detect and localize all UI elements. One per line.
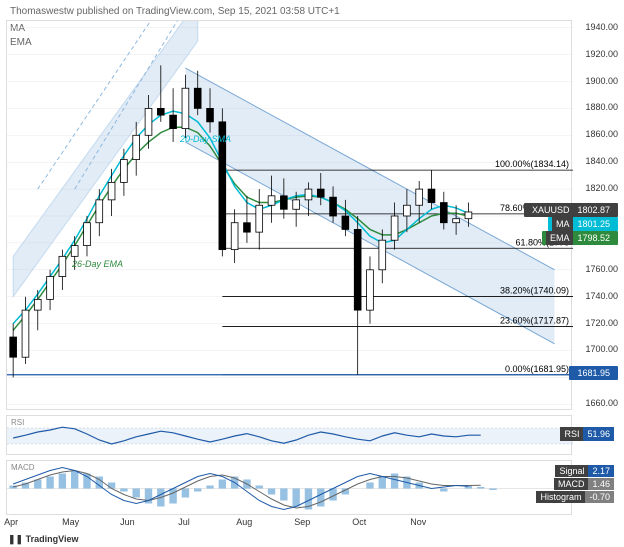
- publish-info: Thomaswestw published on TradingView.com…: [10, 6, 340, 17]
- badge-label: XAUUSD: [528, 203, 574, 217]
- y-tick: 1900.00: [574, 76, 618, 86]
- rsi-svg: [7, 416, 573, 456]
- x-axis: Apr May Jun Jul Aug Sep Oct Nov: [6, 517, 572, 529]
- y-tick: 1660.00: [574, 398, 618, 408]
- x-tick: Nov: [410, 517, 426, 527]
- macd-badge-value: 1.46: [588, 478, 614, 490]
- footer-text: TradingView: [26, 534, 79, 544]
- macd-badge-label: Signal: [555, 465, 588, 477]
- rsi-badge-value: 51.96: [583, 427, 614, 441]
- svg-text:100.00%(1834.14): 100.00%(1834.14): [495, 159, 569, 169]
- tv-logo-icon: ❚❚: [8, 534, 23, 544]
- x-tick: Jun: [120, 517, 135, 527]
- svg-text:0.00%(1681.95): 0.00%(1681.95): [505, 364, 569, 374]
- badge-value: 1798.52: [573, 231, 614, 245]
- footer-logo: ❚❚ TradingView: [8, 534, 78, 545]
- macd-badge-value: -0.70: [585, 491, 614, 503]
- macd-panel[interactable]: MACD: [6, 460, 572, 515]
- rsi-badge-label: RSI: [560, 427, 583, 441]
- macd-badge-value: 2.17: [588, 465, 614, 477]
- badge-value: 1801.25: [573, 217, 614, 231]
- badge-value: 1802.87: [573, 203, 614, 217]
- y-tick: 1740.00: [574, 291, 618, 301]
- badge-ma: MA1801.25: [548, 217, 618, 231]
- badge-fib0: 1681.95: [569, 366, 618, 380]
- badge-label: MA: [552, 217, 574, 231]
- svg-text:23.60%(1717.87): 23.60%(1717.87): [500, 315, 569, 325]
- y-tick: 1720.00: [574, 318, 618, 328]
- y-tick: 1920.00: [574, 49, 618, 59]
- y-tick: 1880.00: [574, 102, 618, 112]
- price-chart-svg: 100.00%(1834.14)78.60%(1801.57)61.80%(17…: [7, 21, 573, 411]
- y-tick: 1700.00: [574, 344, 618, 354]
- badge-label: EMA: [546, 231, 574, 245]
- y-tick: 1860.00: [574, 129, 618, 139]
- x-tick: Oct: [352, 517, 366, 527]
- macd-badge-label: MACD: [554, 478, 589, 490]
- rsi-badge: RSI51.96: [556, 427, 618, 441]
- x-tick: Aug: [236, 517, 252, 527]
- y-tick: 1940.00: [574, 22, 618, 32]
- badge-value: 1681.95: [573, 366, 614, 380]
- macd-badge-signal: Signal2.17: [551, 464, 618, 478]
- x-tick: Sep: [294, 517, 310, 527]
- y-tick: 1840.00: [574, 156, 618, 166]
- y-tick: 1820.00: [574, 183, 618, 193]
- ema-annotation: 26-Day EMA: [72, 259, 123, 269]
- x-tick: May: [62, 517, 79, 527]
- y-tick: 1760.00: [574, 264, 618, 274]
- macd-badge-macd: MACD1.46: [550, 477, 618, 491]
- x-tick: Jul: [178, 517, 190, 527]
- price-panel[interactable]: 100.00%(1834.14)78.60%(1801.57)61.80%(17…: [6, 20, 572, 410]
- macd-badge-label: Histogram: [536, 491, 585, 503]
- badge-ema: EMA1798.52: [542, 231, 618, 245]
- rsi-panel[interactable]: RSI: [6, 415, 572, 455]
- macd-svg: [7, 461, 573, 516]
- sma-annotation: 20-Day SMA: [180, 134, 231, 144]
- macd-badge-histogram: Histogram-0.70: [532, 490, 618, 504]
- chart-container: Thomaswestw published on TradingView.com…: [0, 0, 624, 547]
- badge-xauusd: XAUUSD1802.87: [524, 203, 618, 217]
- svg-text:38.20%(1740.09): 38.20%(1740.09): [500, 286, 569, 296]
- x-tick: Apr: [4, 517, 18, 527]
